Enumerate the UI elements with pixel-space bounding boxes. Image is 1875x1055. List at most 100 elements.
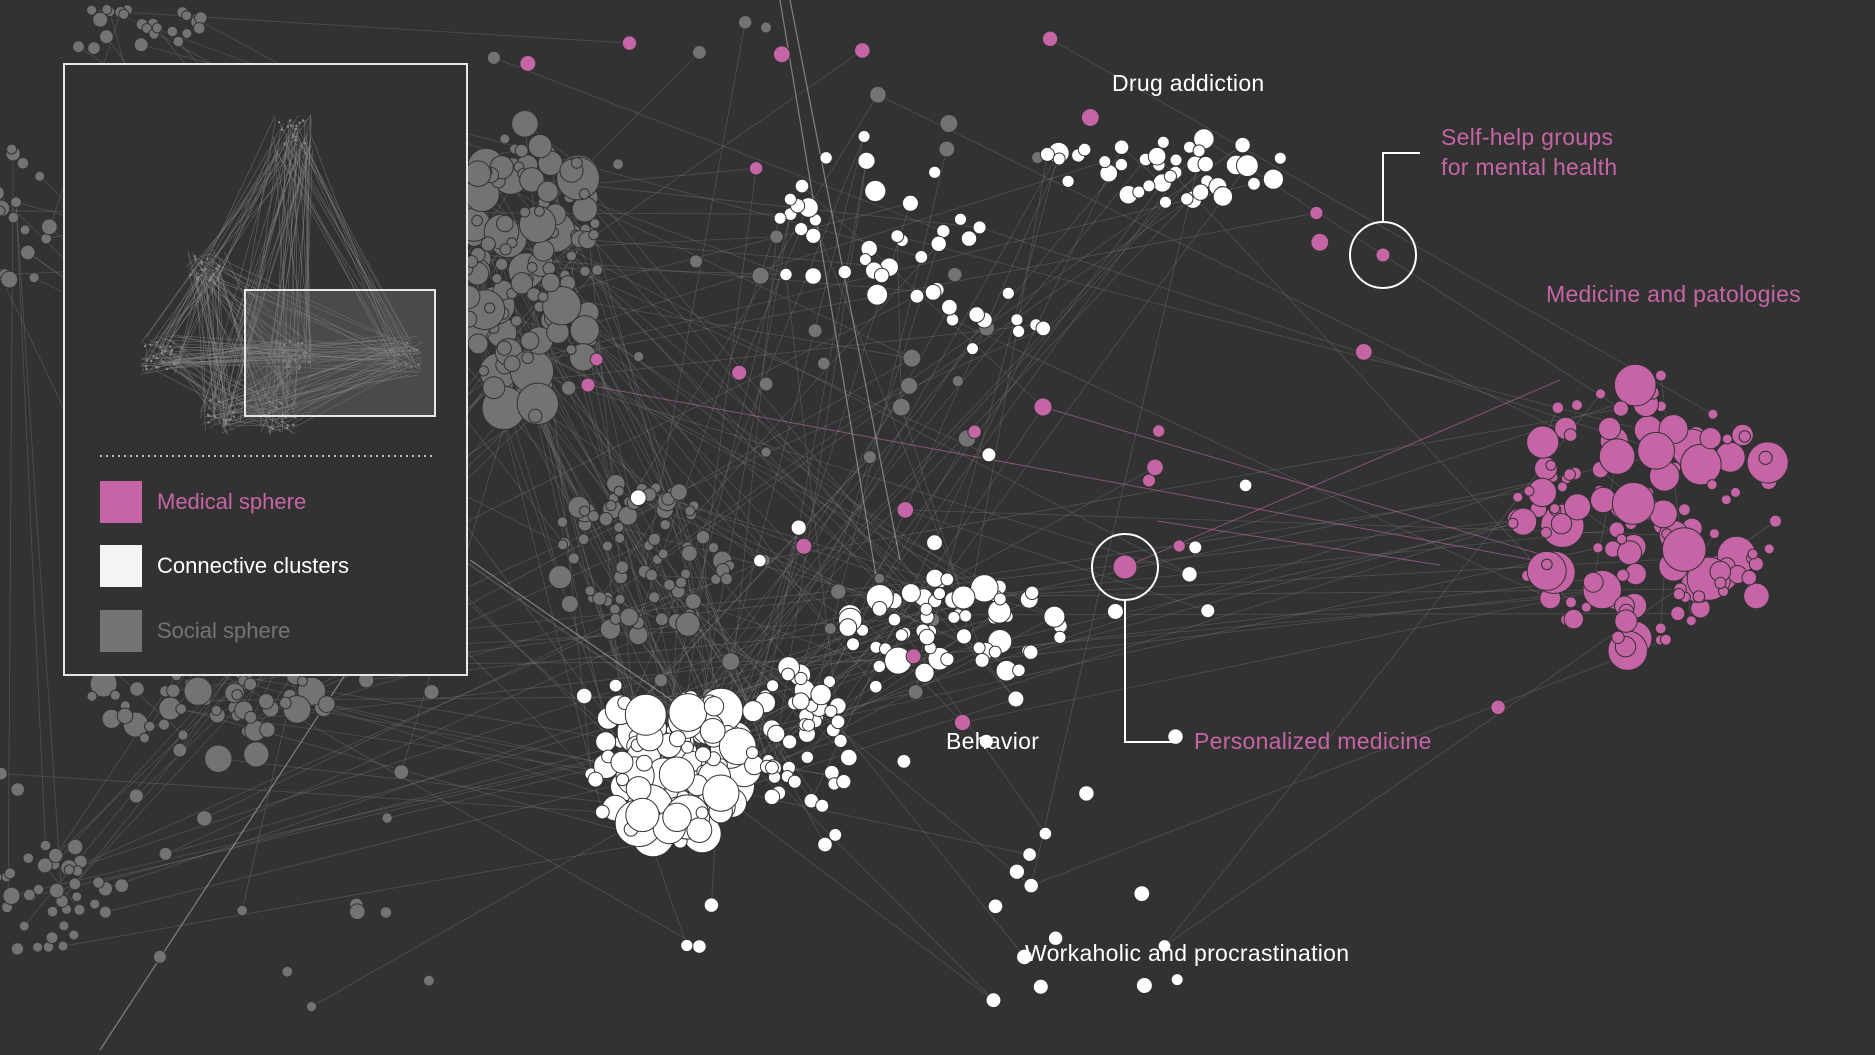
- connective-node: [1169, 153, 1183, 167]
- connective-node: [840, 748, 858, 767]
- label-self-help-groups: Self-help groups: [1441, 124, 1614, 150]
- medical-node: [1708, 528, 1720, 540]
- network-edge: [779, 0, 881, 601]
- social-node: [510, 272, 533, 295]
- connective-node: [890, 229, 905, 244]
- connective-node: [781, 667, 795, 682]
- network-edge: [62, 833, 703, 947]
- minimap-edge: [206, 260, 421, 352]
- minimap-node: [155, 340, 159, 344]
- connective-node: [873, 267, 890, 284]
- network-edge: [877, 94, 1571, 436]
- social-node: [7, 211, 20, 224]
- connective-node: [924, 284, 942, 301]
- connective-node: [805, 227, 822, 244]
- social-node: [684, 505, 696, 517]
- minimap-edge: [276, 150, 308, 346]
- network-edge: [963, 154, 1048, 637]
- label-behavior: Behavior: [946, 728, 1040, 754]
- minimap-edge: [188, 131, 296, 279]
- connective-node: [800, 750, 814, 764]
- social-node: [560, 594, 579, 613]
- network-edge: [716, 152, 1059, 754]
- social-node: [92, 876, 105, 889]
- minimap-node: [287, 365, 290, 368]
- social-node: [72, 40, 85, 54]
- medical-node: [1678, 503, 1691, 517]
- network-edge: [808, 207, 964, 598]
- social-node: [464, 160, 492, 187]
- social-node: [482, 376, 506, 400]
- connective-node: [804, 267, 823, 285]
- connective-node: [1132, 185, 1146, 199]
- network-edge: [1164, 393, 1601, 947]
- minimap-edge: [145, 338, 157, 358]
- connective-node: [1012, 663, 1026, 678]
- social-node: [204, 744, 233, 773]
- connective-node: [1147, 146, 1167, 166]
- social-node: [533, 205, 545, 217]
- social-node: [281, 965, 294, 978]
- social-node: [181, 28, 193, 39]
- minimap-edge: [174, 340, 387, 353]
- network-edge: [599, 501, 668, 599]
- network-edge: [587, 312, 693, 762]
- minimap-node: [213, 415, 217, 418]
- connective-node: [894, 628, 909, 642]
- minimap-node: [222, 419, 226, 422]
- minimap-edge: [223, 251, 290, 399]
- minimap-edge: [218, 140, 297, 423]
- network-edge: [738, 228, 802, 373]
- network-edge: [11, 756, 609, 897]
- connective-node: [981, 447, 997, 463]
- minimap-edge: [286, 143, 413, 351]
- legend-swatch-connective: [100, 545, 142, 587]
- medical-node: [1545, 459, 1557, 471]
- network-edge: [785, 274, 839, 722]
- social-node: [116, 707, 134, 725]
- social-node: [548, 565, 573, 590]
- network-edge: [624, 163, 1206, 787]
- social-node: [511, 110, 539, 138]
- connective-node: [1024, 585, 1040, 600]
- minimap-node: [282, 350, 286, 354]
- connective-node: [1010, 313, 1024, 327]
- medical-node: [1563, 493, 1592, 521]
- minimap-node: [189, 273, 192, 277]
- medical-node: [854, 42, 871, 59]
- minimap-node: [215, 267, 218, 270]
- connective-node: [1197, 155, 1214, 173]
- connective-node: [1016, 948, 1033, 966]
- minimap-node: [294, 135, 298, 139]
- connective-node: [595, 731, 617, 753]
- minimap-edge: [209, 416, 266, 426]
- connective-node: [610, 750, 634, 774]
- minimap-edge: [172, 335, 402, 353]
- minimap-node: [294, 138, 297, 142]
- medical-node: [1598, 438, 1636, 475]
- social-node: [571, 196, 598, 223]
- connective-node: [914, 662, 935, 683]
- social-node: [556, 516, 569, 528]
- connective-node: [629, 489, 647, 507]
- minimap-edge: [141, 354, 398, 359]
- medical-node: [1611, 481, 1655, 525]
- social-node: [817, 356, 831, 371]
- network-edge: [693, 601, 880, 667]
- minimap-node: [283, 344, 286, 347]
- social-node: [20, 244, 36, 261]
- minimap-edge: [197, 273, 404, 354]
- minimap-node: [404, 363, 408, 366]
- network-edge: [897, 235, 1768, 463]
- legend-panel: Medical sphere Connective clusters Socia…: [63, 63, 468, 676]
- minimap-node: [271, 427, 274, 430]
- social-node: [243, 741, 270, 768]
- network-edge: [982, 589, 1603, 661]
- social-node: [73, 903, 86, 916]
- social-node: [584, 585, 596, 597]
- connective-node: [1212, 186, 1234, 207]
- social-node: [760, 446, 772, 458]
- minimap-edge: [186, 260, 195, 266]
- medical-node: [1549, 503, 1561, 515]
- minimap-node: [408, 349, 412, 352]
